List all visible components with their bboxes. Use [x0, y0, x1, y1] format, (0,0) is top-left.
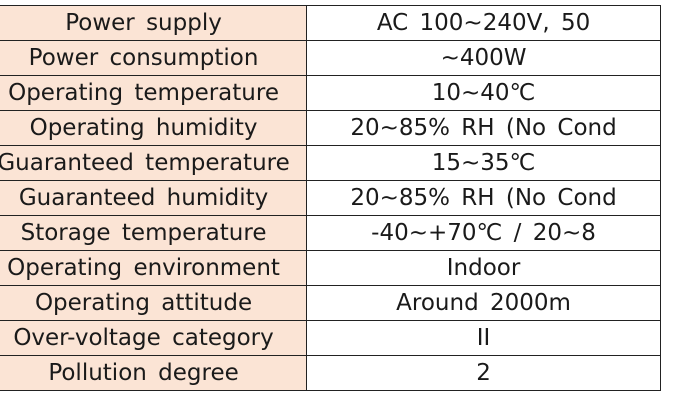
table-row: Power consumption ~400W [0, 40, 661, 76]
spec-value: 15~35℃ [306, 145, 661, 181]
spec-label: Operating temperature [0, 75, 308, 111]
table-row: Power supply AC 100~240V, 50 [0, 5, 661, 41]
spec-label: Operating humidity [0, 110, 308, 146]
spec-value: -40~+70℃ / 20~8 [306, 215, 661, 251]
spec-value: AC 100~240V, 50 [306, 5, 661, 41]
spec-label: Power consumption [0, 40, 308, 76]
spec-value: II [306, 320, 661, 356]
spec-value: 20~85% RH (No Cond [306, 110, 661, 146]
table-row: Operating environment Indoor [0, 250, 661, 286]
table-row: Over-voltage category II [0, 320, 661, 356]
spec-value: 2 [306, 355, 661, 391]
spec-label: Pollution degree [0, 355, 308, 391]
spec-label: Over-voltage category [0, 320, 308, 356]
spec-value: ~400W [306, 40, 661, 76]
table-row: Operating temperature 10~40℃ [0, 75, 661, 111]
spec-value: Around 2000m [306, 285, 661, 321]
spec-value: 20~85% RH (No Cond [306, 180, 661, 216]
table-row: Guaranteed temperature 15~35℃ [0, 145, 661, 181]
spec-value: Indoor [306, 250, 661, 286]
spec-label: Power supply [0, 5, 308, 41]
table-row: Operating humidity 20~85% RH (No Cond [0, 110, 661, 146]
spec-label: Guaranteed temperature [0, 145, 308, 181]
table-row: Operating attitude Around 2000m [0, 285, 661, 321]
spec-value: 10~40℃ [306, 75, 661, 111]
spec-label: Operating attitude [0, 285, 308, 321]
table-row: Storage temperature -40~+70℃ / 20~8 [0, 215, 661, 251]
table-row: Guaranteed humidity 20~85% RH (No Cond [0, 180, 661, 216]
spec-table: Power supply AC 100~240V, 50 Power consu… [0, 5, 661, 391]
spec-label: Operating environment [0, 250, 308, 286]
spec-label: Guaranteed humidity [0, 180, 308, 216]
spec-label: Storage temperature [0, 215, 308, 251]
table-row: Pollution degree 2 [0, 355, 661, 391]
